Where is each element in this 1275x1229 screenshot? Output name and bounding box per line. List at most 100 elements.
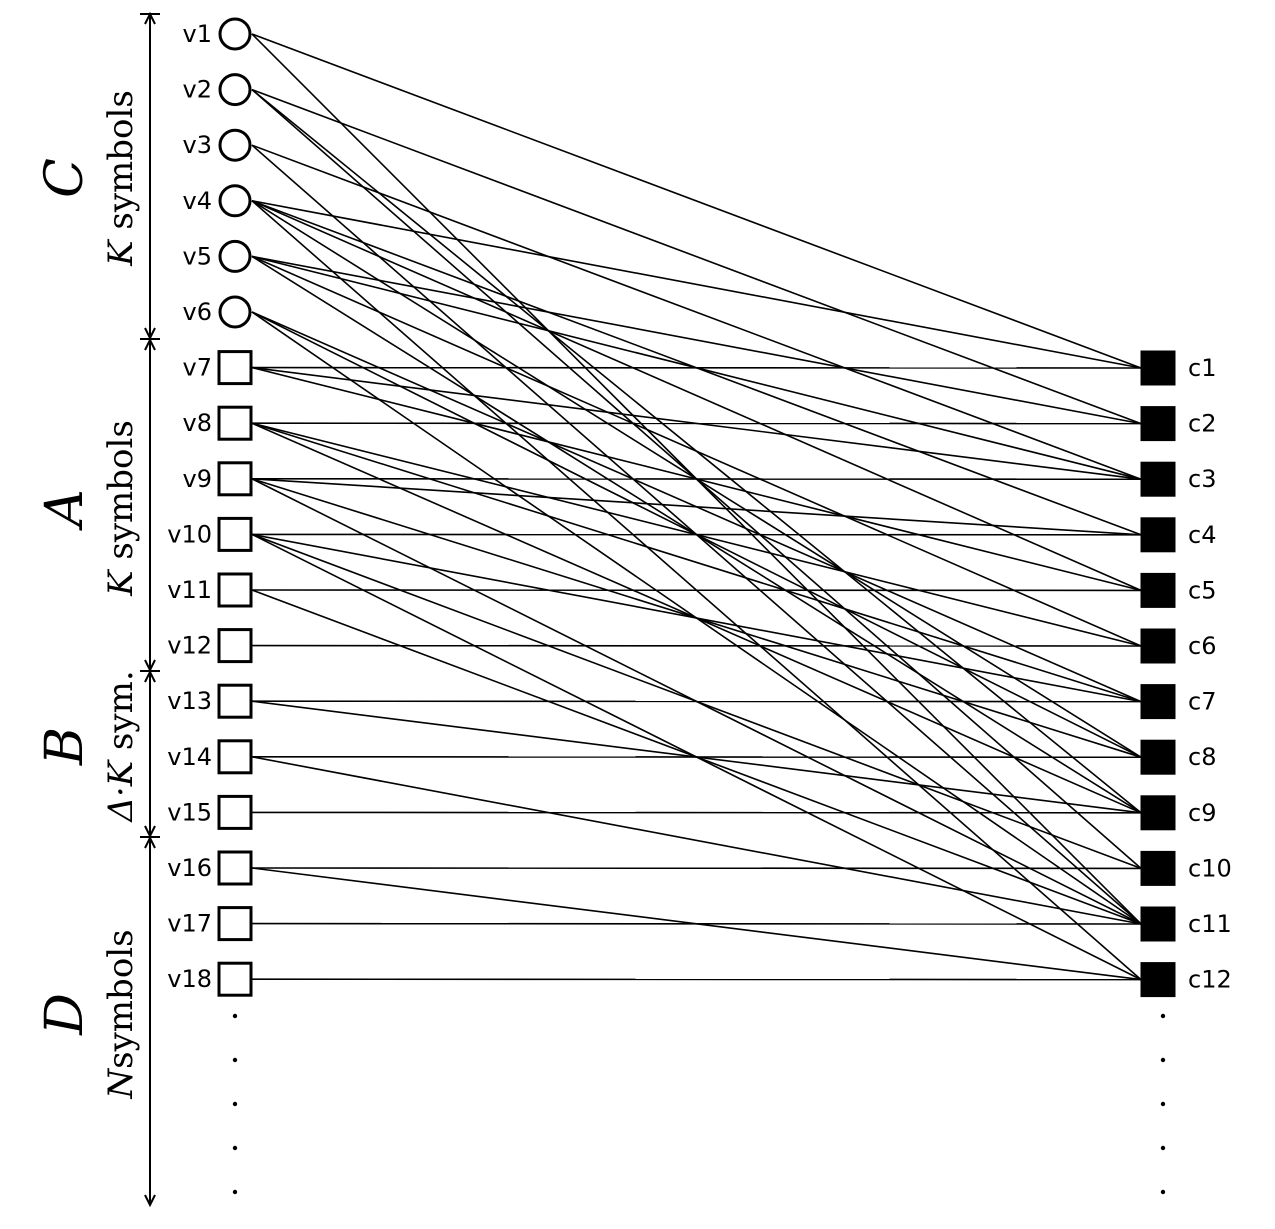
edge-v5-c2 <box>251 255 1142 425</box>
edge-v8-c7 <box>251 422 1142 703</box>
variable-node-label: v8 <box>183 409 212 437</box>
check-node-label: c6 <box>1188 632 1216 660</box>
variable-node-v1: v1 <box>183 17 252 51</box>
edge-v1-c1 <box>251 33 1142 369</box>
check-node-label: c4 <box>1188 521 1216 549</box>
edge-v14-c11 <box>251 756 1142 925</box>
group-count-label: Nsymbols <box>101 929 141 1099</box>
bracket-3 <box>140 669 160 839</box>
variable-node-label: v13 <box>167 687 212 715</box>
check-node-square <box>1140 350 1176 386</box>
check-node-c2: c2 <box>1140 406 1216 442</box>
dot-left <box>232 1013 238 1019</box>
variable-node-label: v14 <box>167 743 212 771</box>
edge-v5-c6 <box>251 255 1142 647</box>
variable-node-v13: v13 <box>167 683 253 719</box>
dot-left <box>232 1101 238 1107</box>
check-node-c11: c11 <box>1140 906 1232 942</box>
dot-right <box>1160 1145 1166 1151</box>
edge-v4-c1 <box>251 200 1142 369</box>
dot-left <box>232 1057 238 1063</box>
variable-node-v17: v17 <box>167 906 253 942</box>
check-node-c4: c4 <box>1140 517 1216 553</box>
check-node-c3: c3 <box>1140 461 1216 497</box>
variable-node-v7: v7 <box>183 350 253 386</box>
variable-node-square <box>217 906 253 942</box>
variable-node-v8: v8 <box>183 405 253 441</box>
group-count-prefix: N <box>101 1068 141 1100</box>
group-count-prefix: K <box>101 568 141 597</box>
variable-node-square <box>217 794 253 830</box>
check-node-square <box>1140 906 1176 942</box>
variable-node-v10: v10 <box>167 516 253 552</box>
variable-node-square <box>217 739 253 775</box>
variable-node-square <box>217 628 253 664</box>
variable-node-v12: v12 <box>167 628 253 664</box>
check-node-c5: c5 <box>1140 572 1216 608</box>
variable-node-label: v18 <box>167 965 212 993</box>
variable-node-v11: v11 <box>167 572 253 608</box>
group-label-C: CK symbols <box>35 90 141 267</box>
check-node-square <box>1140 517 1176 553</box>
group-letter: C <box>35 158 95 198</box>
variable-node-v6: v6 <box>183 295 252 329</box>
check-node-square <box>1140 406 1176 442</box>
check-node-c7: c7 <box>1140 684 1216 720</box>
dot-right <box>1160 1189 1166 1195</box>
variable-node-v4: v4 <box>183 184 252 218</box>
check-node-square <box>1140 572 1176 608</box>
variable-node-square <box>217 572 253 608</box>
check-node-label: c1 <box>1188 354 1216 382</box>
variable-node-circle <box>218 295 252 329</box>
variable-node-circle <box>218 184 252 218</box>
variable-node-label: v4 <box>183 187 212 215</box>
variable-node-label: v9 <box>183 465 212 493</box>
variable-node-label: v11 <box>167 576 212 604</box>
variable-node-v2: v2 <box>183 73 252 107</box>
variable-node-v15: v15 <box>167 794 253 830</box>
group-count-text: sym. <box>101 670 141 761</box>
variable-node-v16: v16 <box>167 850 253 886</box>
variable-node-v14: v14 <box>167 739 253 775</box>
check-node-label: c5 <box>1188 576 1216 604</box>
check-node-square <box>1140 795 1176 831</box>
variable-node-label: v5 <box>183 242 212 270</box>
variable-node-square <box>217 461 253 497</box>
variable-node-label: v17 <box>167 910 212 938</box>
variable-node-v18: v18 <box>167 961 253 997</box>
dot-right <box>1160 1013 1166 1019</box>
variable-node-square <box>217 961 253 997</box>
variable-node-circle <box>218 239 252 273</box>
edges-layer <box>251 33 1142 981</box>
group-count-label: K symbols <box>101 420 141 597</box>
bracket-4 <box>144 835 156 1208</box>
variable-node-label: v10 <box>167 520 212 548</box>
group-label-A: AK symbols <box>35 420 141 597</box>
variable-node-label: v12 <box>167 632 212 660</box>
group-letter: B <box>35 727 95 766</box>
variable-node-v5: v5 <box>183 239 252 273</box>
check-node-square <box>1140 684 1176 720</box>
dot-right <box>1160 1057 1166 1063</box>
variable-node-label: v6 <box>183 298 212 326</box>
group-count-text: symbols <box>101 929 141 1068</box>
check-node-square <box>1140 850 1176 886</box>
group-letter: A <box>35 489 95 531</box>
check-node-c10: c10 <box>1140 850 1232 886</box>
variable-node-square <box>217 850 253 886</box>
check-node-label: c11 <box>1188 910 1232 938</box>
check-node-label: c2 <box>1188 410 1216 438</box>
check-node-c9: c9 <box>1140 795 1216 831</box>
check-node-label: c12 <box>1188 966 1232 994</box>
dot-left <box>232 1189 238 1195</box>
check-node-label: c8 <box>1188 743 1216 771</box>
check-node-square <box>1140 739 1176 775</box>
edge-v3-c3 <box>251 144 1142 480</box>
group-count-label: Δ·K sym. <box>101 670 141 823</box>
edge-v2-c2 <box>251 88 1142 425</box>
check-node-square <box>1140 628 1176 664</box>
variable-node-square <box>217 683 253 719</box>
group-label-B: BΔ·K sym. <box>35 670 141 823</box>
variable-node-v9: v9 <box>183 461 253 497</box>
